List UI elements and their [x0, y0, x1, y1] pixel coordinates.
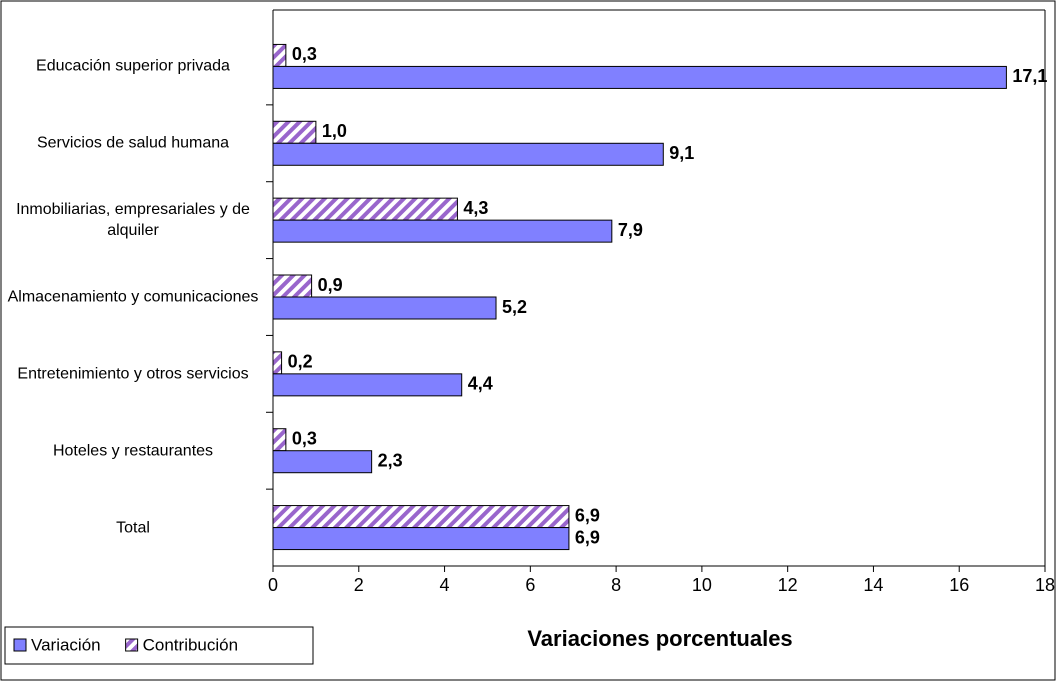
bar — [272, 142, 664, 166]
x-tick-label: 12 — [778, 575, 798, 595]
bar — [272, 527, 570, 551]
bar — [272, 296, 497, 320]
category-label: Inmobiliarias, empresariales y de alquil… — [16, 201, 250, 240]
x-tick-label: 4 — [440, 575, 450, 595]
bar — [272, 274, 313, 298]
bar — [272, 505, 570, 529]
x-tick-label: 18 — [1035, 575, 1055, 595]
legend-label: Variación — [31, 635, 101, 654]
x-tick-label: 16 — [949, 575, 969, 595]
x-axis-label: Variaciones porcentuales — [527, 626, 792, 651]
legend-box — [4, 626, 314, 665]
value-label: 17,1 — [1012, 66, 1047, 86]
x-tick-label: 10 — [692, 575, 712, 595]
bar — [272, 197, 458, 221]
category-label: Educación superior privada — [36, 57, 230, 75]
bar — [272, 43, 287, 67]
legend-swatch — [125, 638, 139, 652]
category-label: Entretenimiento y otros servicios — [17, 365, 249, 383]
bar — [272, 428, 287, 452]
value-label: 6,9 — [575, 505, 600, 525]
value-label: 9,1 — [669, 143, 694, 163]
legend-label: Contribución — [143, 635, 238, 654]
value-label: 6,9 — [575, 527, 600, 547]
category-label: Total — [116, 519, 150, 537]
value-label: 4,4 — [468, 374, 493, 394]
legend-swatch — [13, 638, 27, 652]
value-label: 0,2 — [288, 352, 313, 372]
category-label: Hoteles y restaurantes — [52, 442, 214, 460]
x-tick-label: 8 — [611, 575, 621, 595]
x-tick-label: 14 — [863, 575, 883, 595]
bar — [272, 65, 1007, 89]
x-tick-label: 2 — [354, 575, 364, 595]
x-tick-label: 0 — [268, 575, 278, 595]
category-label: Almacenamiento y comunicaciones — [7, 288, 259, 306]
value-label: 7,9 — [618, 220, 643, 240]
bar — [272, 351, 283, 375]
x-tick-label: 6 — [525, 575, 535, 595]
bar — [272, 373, 463, 397]
value-label: 1,0 — [322, 121, 347, 141]
category-label: Servicios de salud humana — [36, 134, 230, 152]
value-label: 0,3 — [292, 44, 317, 64]
value-label: 4,3 — [463, 198, 488, 218]
bar — [272, 450, 373, 474]
bar — [272, 219, 613, 243]
value-label: 2,3 — [378, 450, 403, 470]
value-label: 0,3 — [292, 428, 317, 448]
bar — [272, 120, 317, 144]
value-label: 0,9 — [318, 275, 343, 295]
value-label: 5,2 — [502, 297, 527, 317]
